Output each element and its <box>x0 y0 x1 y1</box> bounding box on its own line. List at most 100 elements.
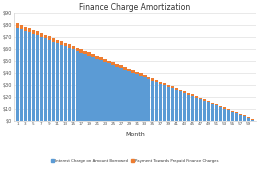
Bar <box>80 53 83 121</box>
Bar <box>250 119 254 120</box>
Bar <box>219 107 222 121</box>
Bar <box>52 38 55 42</box>
Bar <box>95 59 99 121</box>
Bar <box>219 106 222 107</box>
Bar <box>195 98 198 121</box>
Bar <box>187 95 190 121</box>
Bar <box>24 27 27 31</box>
Legend: Interest Charge on Amount Borrowed, Payment Towards Prepaid Finance Charges: Interest Charge on Amount Borrowed, Paym… <box>50 157 220 164</box>
Bar <box>163 85 167 121</box>
Bar <box>223 107 226 109</box>
Bar <box>95 56 99 59</box>
Bar <box>28 28 31 32</box>
Bar <box>191 94 194 96</box>
Bar <box>44 38 47 121</box>
Bar <box>68 44 71 48</box>
Bar <box>155 80 159 82</box>
Bar <box>211 104 214 121</box>
Bar <box>88 52 91 56</box>
Bar <box>179 90 182 92</box>
Bar <box>88 56 91 121</box>
Bar <box>127 69 131 71</box>
Bar <box>80 49 83 53</box>
Bar <box>159 81 162 84</box>
Bar <box>16 28 19 121</box>
Bar <box>191 96 194 121</box>
Bar <box>250 120 254 121</box>
Bar <box>207 101 210 102</box>
Bar <box>60 41 63 45</box>
Bar <box>32 30 35 34</box>
Bar <box>167 85 170 87</box>
Bar <box>159 84 162 121</box>
Bar <box>131 73 135 121</box>
Bar <box>103 59 107 62</box>
Bar <box>68 48 71 121</box>
X-axis label: Month: Month <box>125 132 145 137</box>
Bar <box>243 115 246 116</box>
Bar <box>215 104 218 106</box>
Bar <box>107 61 111 63</box>
Bar <box>227 109 230 110</box>
Bar <box>203 99 206 101</box>
Bar <box>131 70 135 73</box>
Bar <box>231 111 234 112</box>
Bar <box>139 74 142 76</box>
Bar <box>135 72 139 74</box>
Bar <box>111 62 115 65</box>
Bar <box>135 74 139 121</box>
Bar <box>91 57 95 121</box>
Bar <box>20 29 23 121</box>
Bar <box>239 115 242 121</box>
Bar <box>56 40 59 43</box>
Bar <box>115 67 119 121</box>
Bar <box>107 63 111 121</box>
Bar <box>24 31 27 121</box>
Bar <box>243 116 246 121</box>
Bar <box>187 93 190 95</box>
Bar <box>111 65 115 121</box>
Bar <box>36 35 39 121</box>
Bar <box>44 35 47 38</box>
Bar <box>143 75 147 77</box>
Bar <box>179 92 182 121</box>
Bar <box>52 42 55 121</box>
Bar <box>199 98 202 99</box>
Bar <box>20 25 23 29</box>
Bar <box>183 91 186 93</box>
Bar <box>227 110 230 121</box>
Bar <box>28 32 31 121</box>
Bar <box>123 70 127 121</box>
Bar <box>76 48 79 51</box>
Bar <box>147 79 150 121</box>
Bar <box>115 64 119 67</box>
Bar <box>119 68 123 121</box>
Bar <box>16 23 19 28</box>
Bar <box>56 43 59 121</box>
Bar <box>76 51 79 121</box>
Bar <box>36 31 39 35</box>
Bar <box>71 49 75 121</box>
Bar <box>119 65 123 68</box>
Bar <box>247 118 250 121</box>
Bar <box>123 67 127 70</box>
Bar <box>63 43 67 46</box>
Bar <box>171 88 174 121</box>
Bar <box>247 117 250 118</box>
Bar <box>235 113 238 121</box>
Bar <box>63 46 67 121</box>
Bar <box>235 112 238 113</box>
Bar <box>155 82 159 121</box>
Bar <box>143 77 147 121</box>
Bar <box>215 106 218 121</box>
Bar <box>207 102 210 121</box>
Bar <box>48 36 51 40</box>
Bar <box>223 109 226 121</box>
Bar <box>83 51 87 54</box>
Bar <box>71 46 75 49</box>
Bar <box>175 88 178 90</box>
Bar <box>127 71 131 121</box>
Bar <box>195 96 198 98</box>
Bar <box>40 37 43 121</box>
Bar <box>231 112 234 121</box>
